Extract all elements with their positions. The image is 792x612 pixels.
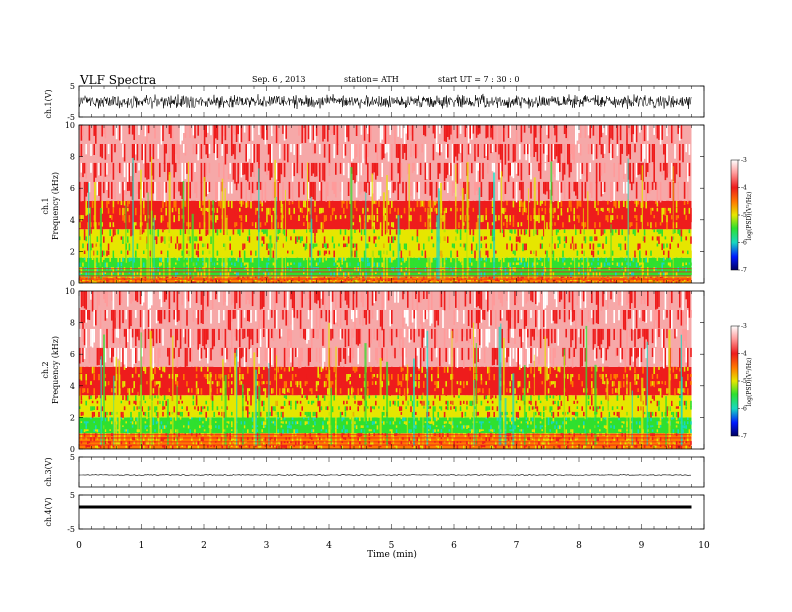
x-tick-label-3: 3	[264, 541, 270, 551]
x-tick-label-7: 7	[514, 541, 520, 551]
time-axis: 0 1 2 3 4 5 6 7 8 9 10	[76, 541, 710, 551]
x-tick-label-2: 2	[201, 541, 207, 551]
ch4-waveform-ytick-0: 5	[70, 491, 75, 500]
x-tick-label-4: 4	[326, 541, 332, 551]
ch1-spectrogram-ytick-4: 8	[70, 153, 75, 162]
ch1-colorbar-tick-2: -5	[741, 212, 747, 219]
ch1-spectrogram-panel: 0 2 4 6 8 10	[65, 121, 705, 288]
x-tick-label-5: 5	[389, 541, 395, 551]
ch2-colorbar-tick-4: -7	[741, 433, 747, 440]
ch1-spectrogram-ytick-1: 2	[70, 247, 75, 256]
ch2-spectrogram-ylabel: ch.2 Frequency (kHz)	[41, 336, 60, 404]
ch3-waveform-ylabel: ch.3(V)	[44, 457, 53, 486]
ch1-colorbar-tick-4: -7	[741, 267, 747, 274]
ch4-waveform-panel: 5 -5	[67, 491, 705, 534]
ch2-colorbar-gradient	[730, 325, 739, 437]
ch2-colorbar-label: log(PSD)(V²/Hz)	[746, 358, 753, 407]
x-tick-label-8: 8	[576, 541, 582, 551]
ch4-waveform-ylabel: ch.4(V)	[44, 497, 53, 526]
ch2-spectrogram-ytick-2: 4	[70, 382, 75, 391]
x-tick-label-9: 9	[639, 541, 645, 551]
ch1-waveform-panel: 5 -5	[67, 82, 705, 122]
ch2-colorbar-tick-2: -5	[741, 378, 747, 385]
ch2-spectrogram-ytick-0: 0	[70, 445, 75, 454]
ch2-spectrogram-panel: 0 2 4 6 8 10	[65, 287, 705, 454]
ch2-colorbar-tick-1: -4	[741, 351, 747, 358]
ch2-spectrogram-ytick-3: 6	[70, 350, 75, 359]
x-axis-label: Time (min)	[367, 549, 417, 560]
ch1-colorbar-tick-3: -6	[741, 240, 747, 247]
ch2-spectrogram-ytick-5: 10	[65, 287, 75, 296]
ch1-waveform-trace	[78, 93, 692, 110]
ch3-waveform-panel: 5	[70, 453, 705, 488]
ch1-waveform-ytick-0: 5	[70, 82, 75, 91]
ch1-colorbar-label: log(PSD)(V²/Hz)	[746, 192, 753, 241]
x-tick-label-6: 6	[451, 541, 457, 551]
ch3-waveform-ytick-0: 5	[70, 453, 75, 462]
x-tick-label-1: 1	[139, 541, 145, 551]
station-label: station= ATH	[344, 75, 399, 84]
ch1-colorbar-tick-1: -4	[741, 185, 747, 192]
ch1-colorbar-gradient	[730, 159, 739, 271]
ch1-colorbar-tick-0: -3	[741, 157, 747, 164]
ch4-waveform-frame	[78, 494, 705, 530]
ch2-colorbar-tick-3: -6	[741, 406, 747, 413]
x-tick-label-10: 10	[698, 541, 710, 551]
ch1-spectrogram-ytick-3: 6	[70, 184, 75, 193]
ch1-colorbar: -3 -4 -5 -6 -7	[730, 157, 747, 274]
ch2-colorbar-tick-0: -3	[741, 323, 747, 330]
ch1-waveform-ytick-1: -5	[67, 113, 75, 122]
ch3-waveform-trace	[78, 474, 691, 476]
ch1-spectrogram-ytick-5: 10	[65, 121, 75, 130]
x-tick-label-0: 0	[76, 541, 82, 551]
ch1-spectrogram-ytick-0: 0	[70, 279, 75, 288]
ch1-waveform-ylabel: ch.1(V)	[44, 89, 53, 118]
ch1-spectrogram-ylabel: ch.1 Frequency (kHz)	[41, 172, 60, 240]
ch2-colorbar: -3 -4 -5 -6 -7	[730, 323, 747, 440]
ch2-spectrogram-ytick-4: 8	[70, 319, 75, 328]
figure-title: VLF Spectra	[79, 73, 156, 87]
ch4-waveform-ytick-1: -5	[67, 525, 75, 534]
ch1-spectrogram-ytick-2: 4	[70, 216, 75, 225]
start-time-label: start UT = 7 : 30 : 0	[438, 75, 519, 84]
ch2-spectrogram-ytick-1: 2	[70, 413, 75, 422]
date-label: Sep. 6 , 2013	[252, 75, 306, 84]
